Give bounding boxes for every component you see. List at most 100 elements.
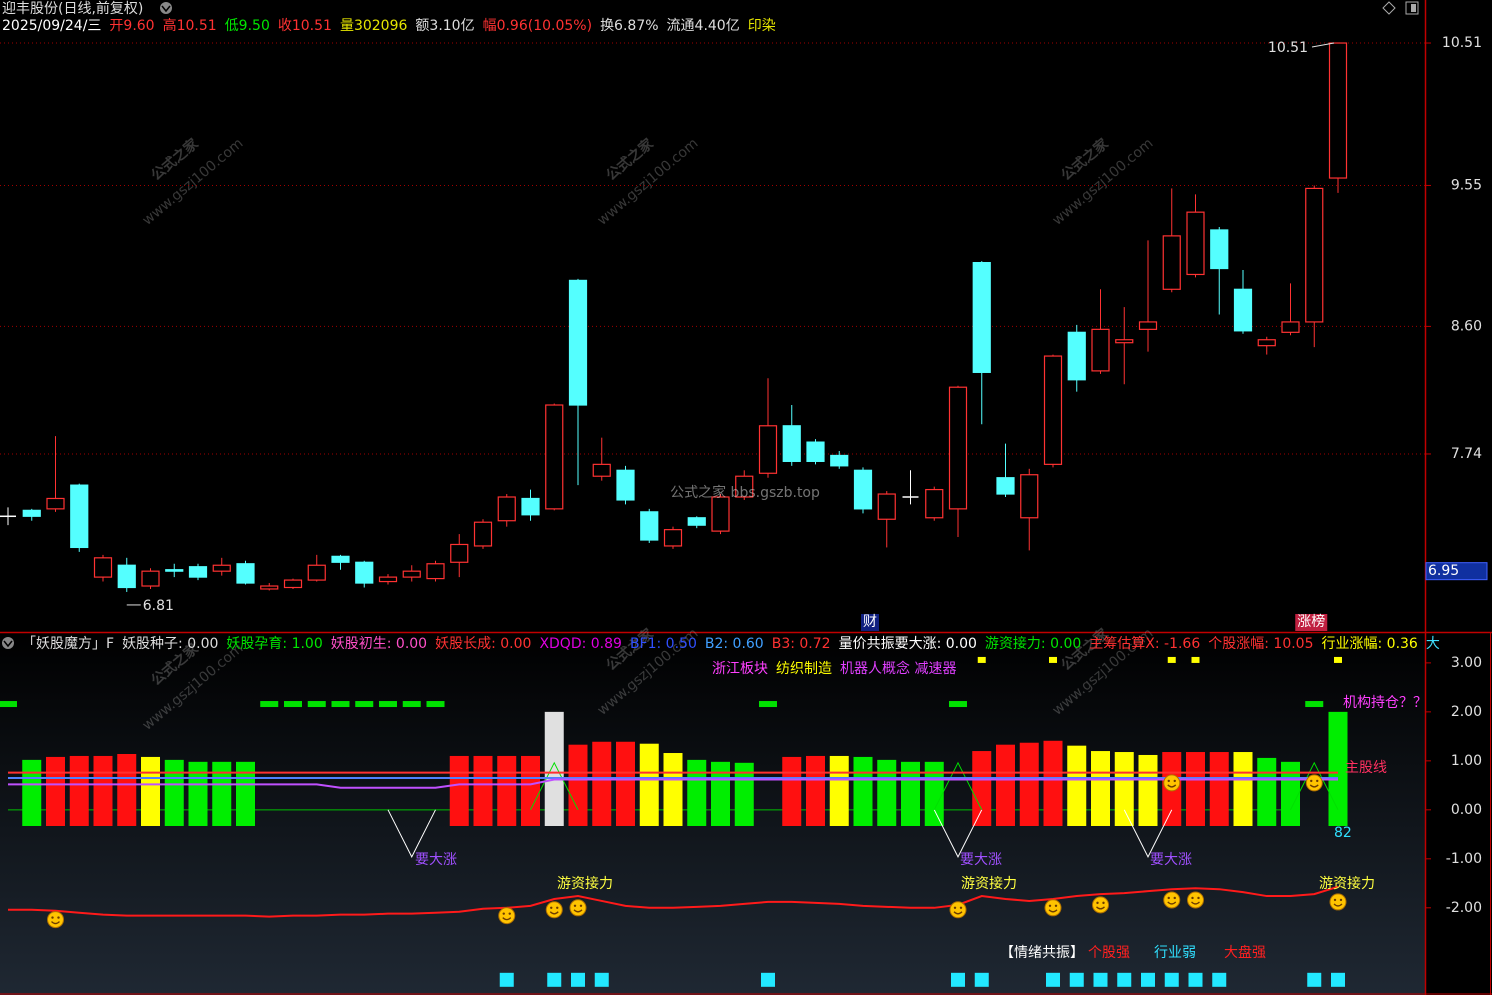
candle-body xyxy=(1043,355,1063,465)
candle-body xyxy=(378,576,398,583)
cursor-price-box xyxy=(1425,562,1488,581)
annotation: 个股强 xyxy=(1088,945,1130,961)
signal-bar xyxy=(924,761,944,827)
annotation: 要大涨 xyxy=(960,852,1002,868)
smiley-eye xyxy=(579,904,583,908)
candle-body xyxy=(70,484,89,549)
candle-body xyxy=(640,511,659,541)
info-item: 收10.51 xyxy=(278,18,332,34)
candle-body xyxy=(188,566,208,578)
smiley xyxy=(1187,891,1204,909)
low-label: 6.81 xyxy=(143,598,174,614)
event-marker: 财 xyxy=(863,614,877,630)
signal-bar xyxy=(1209,752,1229,827)
signal-bar xyxy=(141,756,160,827)
dash-signal xyxy=(260,701,279,708)
dash-signal xyxy=(759,701,777,708)
square-signal xyxy=(974,972,989,987)
signal-bar xyxy=(1257,757,1277,827)
signal-bar xyxy=(853,756,873,827)
candle-body xyxy=(616,469,635,501)
menu-icon-arrow xyxy=(161,5,171,13)
dash-signal xyxy=(1305,701,1324,708)
signal-bar xyxy=(806,755,825,827)
info-item: 开9.60 xyxy=(109,18,154,34)
smiley-face xyxy=(1333,903,1343,907)
indicator-menu-icon[interactable] xyxy=(2,637,14,649)
signal-bar xyxy=(1233,752,1253,827)
annotation: 机构持仓？？ xyxy=(1343,695,1427,711)
info-item: 个股涨幅: 10.05 xyxy=(1208,636,1313,652)
annotation: 游资接力 xyxy=(961,875,1017,892)
high-label: 10.51 xyxy=(1268,40,1308,56)
smiley-face xyxy=(549,911,559,915)
candle-body xyxy=(1186,211,1205,276)
info-item: BF1: 0.50 xyxy=(630,636,697,652)
window-icon[interactable] xyxy=(1405,1,1419,15)
info-item: 「妖股魔方」F xyxy=(22,636,114,652)
smiley-eye xyxy=(51,916,54,919)
smiley-eye xyxy=(1333,898,1337,902)
candle-body xyxy=(260,585,279,590)
signal-bar xyxy=(1019,742,1039,827)
square-signal xyxy=(761,972,775,987)
y-tick-label: 9.55 xyxy=(1451,177,1482,193)
v-shape xyxy=(387,809,436,858)
square-signal xyxy=(1331,972,1345,987)
dash-signal xyxy=(284,701,302,708)
indicator-menu-arrow xyxy=(3,640,13,648)
top-signal xyxy=(1191,656,1200,663)
smiley-face xyxy=(1048,909,1058,913)
candle-body xyxy=(758,425,778,474)
candle-body xyxy=(806,441,825,462)
candle-body xyxy=(450,543,469,563)
signal-bar xyxy=(1067,745,1087,827)
signal-bar xyxy=(1281,761,1300,827)
signal-bar xyxy=(544,711,564,827)
info-item: 高10.51 xyxy=(163,17,217,34)
smiley-face xyxy=(1096,906,1105,910)
info-item: 2025/09/24/三 xyxy=(2,18,101,34)
square-signal xyxy=(951,972,965,987)
smiley-eye xyxy=(1054,904,1058,908)
candle-body xyxy=(236,563,255,584)
signal-bar xyxy=(996,744,1015,827)
candle-body xyxy=(877,493,896,520)
info-item: XDQD: 0.89 xyxy=(539,636,622,652)
smiley-eye xyxy=(1310,779,1313,783)
candle-body xyxy=(307,564,326,581)
info-item: 妖股初生: 0.00 xyxy=(331,635,427,652)
smiley xyxy=(569,899,587,917)
diamond-icon[interactable] xyxy=(1382,1,1396,15)
smiley-eye xyxy=(1191,896,1194,900)
smiley-eye xyxy=(502,912,505,915)
smiley xyxy=(1092,896,1109,914)
candle-body xyxy=(283,579,303,589)
info-item: 妖股孕育: 1.00 xyxy=(226,636,322,652)
smiley-eye xyxy=(1167,896,1170,900)
info-item: 额3.10亿 xyxy=(415,18,474,34)
center-watermark: 公式之家 bbs.gszb.top xyxy=(670,484,820,501)
candle-body xyxy=(497,496,516,522)
info-item: 量价共振要大涨: 0.00 xyxy=(839,636,977,652)
annotation: 大盘强 xyxy=(1224,944,1266,961)
smiley xyxy=(1329,893,1347,911)
candle-body xyxy=(521,497,540,516)
smiley-face xyxy=(573,909,583,913)
smiley xyxy=(1163,891,1181,909)
signal-bar xyxy=(616,741,635,827)
info-item: 大 xyxy=(1426,636,1440,652)
smiley-eye xyxy=(57,916,60,919)
info-item: 妖股种子: 0.00 xyxy=(122,636,218,652)
smiley-eye xyxy=(1197,896,1200,900)
smiley-eye xyxy=(1173,779,1176,783)
annotation: 【情绪共振】 xyxy=(1000,945,1084,961)
menu-icon[interactable] xyxy=(160,2,172,14)
top-signal xyxy=(1334,656,1342,663)
signal-bar xyxy=(568,744,588,827)
smiley-face xyxy=(502,917,512,921)
candle-body xyxy=(331,555,350,563)
square-signal xyxy=(1069,972,1084,987)
smiley-eye xyxy=(573,904,577,908)
